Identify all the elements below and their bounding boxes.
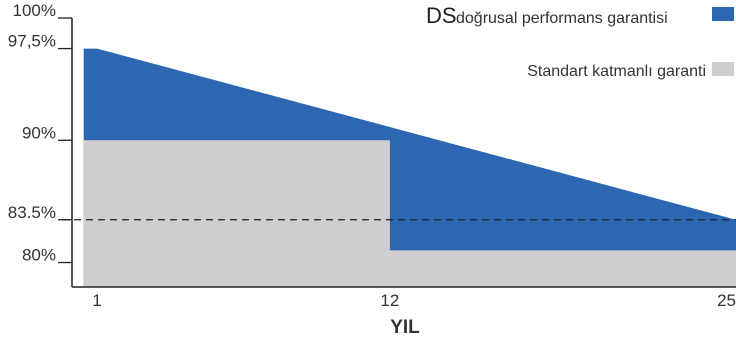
legend-swatch-ds — [712, 7, 734, 21]
legend-swatch-standard — [712, 62, 734, 76]
x-ticks-group: 1 12 25 — [92, 291, 736, 310]
y-tick-label-2: 90% — [22, 123, 56, 142]
plot-areas — [83, 48, 736, 288]
y-tick-label-1: 97,5% — [8, 32, 56, 51]
y-tick-label-3: 83.5% — [8, 203, 56, 222]
axes-group — [71, 18, 736, 288]
legend-label-standard: Standart katmanlı garanti — [527, 63, 706, 80]
legend-ds-prefix: DS — [426, 3, 457, 28]
legend-label-ds: doğrusal performans garantisi — [456, 10, 668, 27]
y-tick-label-0: 100% — [13, 1, 56, 20]
x-tick-label-1: 12 — [380, 291, 399, 310]
legend: DS doğrusal performans garantisi Standar… — [426, 3, 734, 80]
x-axis-title: YIL — [390, 317, 420, 338]
y-ticks-group: 100% 97,5% 90% 83.5% 80% — [8, 1, 72, 265]
y-tick-label-4: 80% — [22, 246, 56, 265]
area-series-1 — [83, 140, 736, 287]
x-tick-label-0: 1 — [92, 291, 101, 310]
x-tick-label-2: 25 — [717, 291, 736, 310]
